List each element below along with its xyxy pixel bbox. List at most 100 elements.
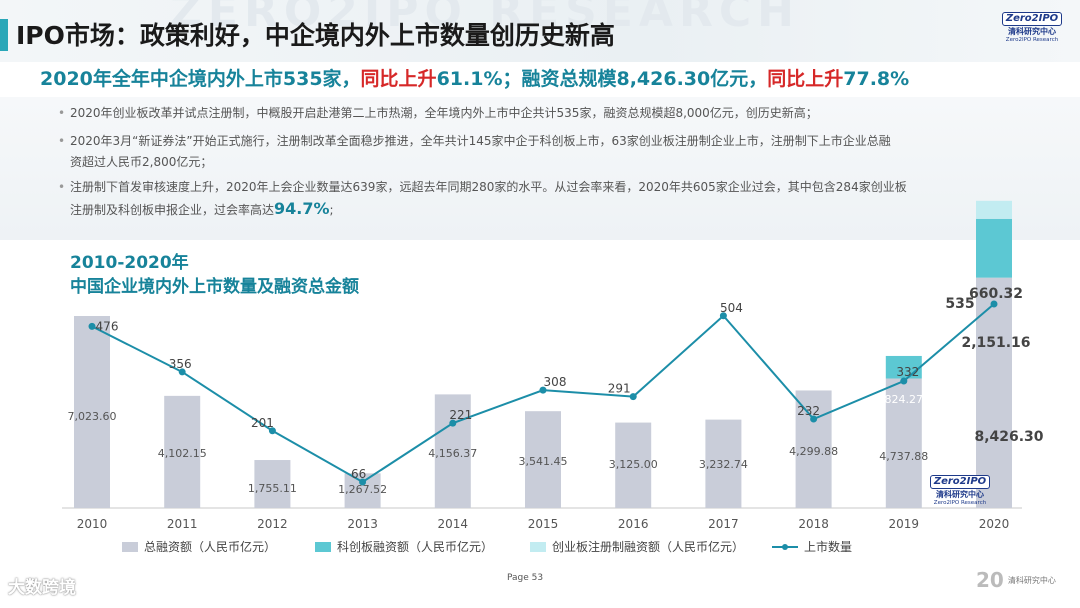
logo-chart-cn: 清科研究中心 — [936, 490, 984, 499]
label-listings-2018: 232 — [797, 404, 820, 418]
point-listings-2011 — [178, 368, 186, 376]
page-title: IPO市场：政策利好，中企境内外上市数量创历史新高 — [16, 21, 615, 50]
title-accent-bar — [0, 19, 8, 51]
x-tick-2015: 2015 — [528, 517, 559, 531]
label-total-2017: 3,232.74 — [699, 458, 748, 471]
label-total-2014: 4,156.37 — [428, 447, 477, 460]
label-listings-2019: 332 — [896, 365, 919, 379]
point-listings-2018 — [810, 415, 818, 423]
bullet-2: • 2020年3月“新证券法”开始正式施行，注册制改革全面稳步推进，全年共计14… — [58, 131, 1030, 173]
chart-title: 2010-2020年 — [70, 253, 189, 273]
label-total-2012: 1,755.11 — [248, 482, 297, 495]
footer-logo-text: 清科研究中心 — [1007, 575, 1056, 585]
x-tick-2010: 2010 — [77, 517, 108, 531]
bar-total-2011 — [164, 395, 201, 508]
bar-total-2015 — [525, 411, 561, 508]
logo-chart: Zero2IPO 清科研究中心 Zero2IPO Research — [929, 475, 991, 507]
label-total-2010: 7,023.60 — [68, 410, 117, 423]
x-tick-2013: 2013 — [347, 517, 378, 531]
label-listings-2015: 308 — [544, 375, 567, 389]
bullet-3-line2: 注册制及科创板申报企业，过会率高达 — [70, 203, 275, 217]
headline-part4: 同比上升 — [767, 68, 844, 90]
bullet-dot: • — [58, 106, 66, 120]
legend-label-total: 总融资额（人民币亿元） — [144, 540, 277, 554]
headline-part2: 同比上升 — [360, 68, 437, 90]
bullet-dot: • — [58, 134, 66, 148]
label-total-2015: 3,541.45 — [519, 455, 568, 468]
x-tick-2016: 2016 — [618, 517, 649, 531]
logo-cn: 清科研究中心 — [1008, 27, 1056, 36]
watermark: ZERO2IPO RESEARCH — [170, 0, 800, 37]
logo-chart-en: Zero2IPO Research — [933, 500, 987, 506]
page-number: Page 53 — [507, 573, 544, 583]
x-tick-2014: 2014 — [438, 517, 469, 531]
label-total-2013: 1,267.52 — [338, 483, 387, 496]
bullet-dot: • — [58, 180, 66, 194]
footer-logo: 20 清科研究中心 — [976, 568, 1056, 592]
bullet-3-highlight: 94.7% — [274, 199, 330, 218]
x-tick-2011: 2011 — [167, 517, 198, 531]
legend-item-total: 总融资额（人民币亿元） — [122, 538, 276, 555]
label-total-2019: 4,737.88 — [879, 450, 928, 463]
label-listings-2010: 476 — [96, 319, 119, 333]
legend-label-count: 上市数量 — [804, 540, 853, 554]
headline: 2020年全年中企境内外上市535家，同比上升61.1%；融资总规模8,426.… — [40, 64, 909, 91]
bar-star-market-2020 — [976, 218, 1012, 278]
label-listings-2013: 66 — [351, 467, 366, 481]
logo-brand: Zero2IPO — [1001, 12, 1063, 26]
headline-part1: 2020年全年中企境内外上市535家， — [40, 68, 361, 90]
point-listings-2014 — [449, 419, 457, 427]
bullet-3-end: ; — [329, 203, 334, 217]
legend-swatch-gem — [530, 541, 546, 552]
label-gem-2020: 660.32 — [969, 286, 1023, 302]
headline-part5: 77.8% — [843, 68, 910, 90]
x-tick-2017: 2017 — [708, 517, 739, 531]
legend-swatch-count — [772, 542, 798, 552]
label-total-2011: 4,102.15 — [158, 447, 207, 460]
label-listings-2011: 356 — [169, 357, 192, 371]
label-total-2020: 8,426.30 — [974, 429, 1043, 445]
footer-logo-num: 20 — [976, 568, 1004, 592]
point-listings-2013 — [359, 478, 367, 486]
label-listings-2014: 221 — [449, 408, 472, 422]
chart-subtitle: 中国企业境内外上市数量及融资总金额 — [70, 277, 359, 297]
bullet-2-line1: 2020年3月“新证券法”开始正式施行，注册制改革全面稳步推进，全年共计145家… — [70, 134, 891, 148]
legend-item-count: 上市数量 — [772, 538, 852, 555]
headline-part3: 61.1%；融资总规模8,426.30亿元， — [436, 68, 768, 90]
bullet-2-line2: 资超过人民币2,800亿元； — [70, 155, 213, 169]
point-listings-2015 — [539, 386, 547, 394]
x-tick-2012: 2012 — [257, 517, 288, 531]
point-listings-2019 — [900, 377, 908, 385]
bullet-1: • 2020年创业板改革并试点注册制，中概股开启赴港第二上市热潮，全年境内外上市… — [58, 103, 1030, 124]
legend-swatch-total — [122, 541, 138, 552]
logo-chart-brand: Zero2IPO — [929, 475, 991, 489]
legend-item-gem: 创业板注册制融资额（人民币亿元） — [530, 538, 744, 555]
point-listings-2017 — [719, 312, 727, 320]
label-listings-2016: 291 — [608, 382, 631, 396]
legend-swatch-star — [315, 541, 331, 552]
label-star-2019: 824.27 — [885, 393, 924, 406]
label-listings-2020: 535 — [945, 296, 974, 312]
bar-chinext-registration-2020 — [976, 200, 1012, 219]
x-tick-2019: 2019 — [889, 517, 920, 531]
bar-total-2014 — [434, 394, 471, 508]
label-total-2016: 3,125.00 — [609, 458, 658, 471]
bar-total-2017 — [705, 419, 742, 508]
footer-brand: 大数跨境 — [8, 578, 76, 598]
legend-item-star: 科创板融资额（人民币亿元） — [315, 538, 493, 555]
bar-total-2016 — [615, 422, 652, 508]
legend-label-star: 科创板融资额（人民币亿元） — [337, 540, 494, 554]
bullet-3-line1: 注册制下首发审核速度上升，2020年上会企业数量达639家，远超去年同期280家… — [70, 180, 907, 194]
bar-total-2019 — [885, 378, 922, 508]
x-tick-2020: 2020 — [979, 517, 1010, 531]
bar-total-2020 — [976, 277, 1012, 508]
x-tick-2018: 2018 — [798, 517, 829, 531]
bullet-1-text: 2020年创业板改革并试点注册制，中概股开启赴港第二上市热潮，全年境内外上市中企… — [70, 106, 818, 120]
point-listings-2010 — [88, 322, 96, 330]
chart-legend: 总融资额（人民币亿元） 科创板融资额（人民币亿元） 创业板注册制融资额（人民币亿… — [0, 538, 1080, 558]
legend-label-gem: 创业板注册制融资额（人民币亿元） — [552, 540, 745, 554]
label-listings-2012: 201 — [251, 416, 274, 430]
label-listings-2017: 504 — [720, 301, 743, 315]
label-total-2018: 4,299.88 — [789, 445, 838, 458]
